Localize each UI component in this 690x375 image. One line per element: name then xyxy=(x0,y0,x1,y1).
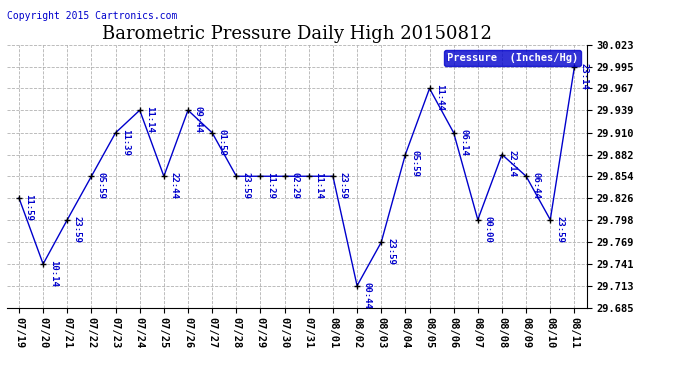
Text: 06:44: 06:44 xyxy=(532,172,541,199)
Text: 23:59: 23:59 xyxy=(556,216,565,243)
Text: 11:39: 11:39 xyxy=(121,129,130,156)
Text: 11:44: 11:44 xyxy=(435,84,444,111)
Text: 00:44: 00:44 xyxy=(363,282,372,309)
Text: 23:59: 23:59 xyxy=(387,238,396,265)
Text: 23:14: 23:14 xyxy=(580,63,589,90)
Text: 05:59: 05:59 xyxy=(411,150,420,177)
Text: 22:44: 22:44 xyxy=(170,172,179,199)
Text: 23:59: 23:59 xyxy=(73,216,82,243)
Text: 23:59: 23:59 xyxy=(242,172,251,199)
Text: Copyright 2015 Cartronics.com: Copyright 2015 Cartronics.com xyxy=(7,11,177,21)
Text: 11:14: 11:14 xyxy=(146,106,155,133)
Text: 02:29: 02:29 xyxy=(290,172,299,199)
Text: 11:14: 11:14 xyxy=(315,172,324,199)
Title: Barometric Pressure Daily High 20150812: Barometric Pressure Daily High 20150812 xyxy=(101,26,492,44)
Text: 22:14: 22:14 xyxy=(508,150,517,177)
Text: 05:59: 05:59 xyxy=(97,172,106,199)
Text: 23:59: 23:59 xyxy=(339,172,348,199)
Legend: Pressure  (Inches/Hg): Pressure (Inches/Hg) xyxy=(444,50,581,66)
Text: 10:14: 10:14 xyxy=(49,260,58,287)
Text: 00:00: 00:00 xyxy=(484,216,493,243)
Text: 11:59: 11:59 xyxy=(25,194,34,221)
Text: 01:59: 01:59 xyxy=(218,129,227,156)
Text: 09:44: 09:44 xyxy=(194,106,203,133)
Text: 11:29: 11:29 xyxy=(266,172,275,199)
Text: 06:14: 06:14 xyxy=(460,129,469,156)
